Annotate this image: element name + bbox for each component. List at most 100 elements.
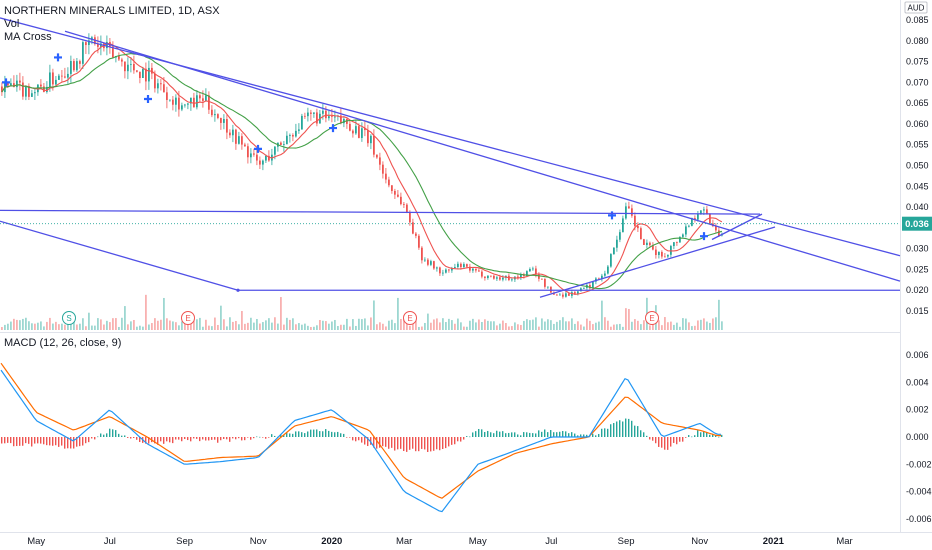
macd-histogram-bar [202,437,204,440]
candle-body [688,225,690,227]
volume-bar [355,325,357,330]
candle-body [574,292,576,294]
candle-body [556,294,558,296]
volume-bar [145,294,147,330]
macd-histogram-bar [595,435,597,437]
candle-body [598,278,600,280]
macd-histogram-bar [679,437,681,442]
volume-bar [229,317,231,330]
candle-body [592,281,594,289]
volume-bar [289,319,291,330]
macd-histogram-bar [235,437,237,440]
volume-bar [295,324,297,330]
macd-histogram-bar [565,431,567,437]
macd-histogram-bar [616,421,618,437]
candle-body [643,239,645,245]
macd-histogram-bar [511,432,513,437]
volume-bar [436,318,438,330]
candle-body [238,136,240,144]
candle-body [421,247,423,261]
volume-bar [499,323,501,330]
macd-histogram-bar [703,431,705,437]
candle-body [655,249,657,256]
volume-bar [205,319,207,330]
volume-bar [541,318,543,330]
candle-body [439,267,441,274]
macd-histogram-bar [421,437,423,449]
volume-bar [133,319,135,330]
macd-histogram-bar [178,437,180,440]
ma-fast-line [1,42,723,295]
macd-histogram-bar [61,437,63,446]
volume-bar [16,319,18,330]
volume-bar [661,325,663,330]
macd-histogram-bar [709,434,711,437]
volume-bar [673,324,675,330]
candle-body [301,115,303,130]
candle-body [526,271,528,277]
candle-body [244,144,246,147]
trendline [0,220,239,291]
macd-histogram-bar [352,437,354,441]
macd-histogram-bar [37,437,39,444]
candle-body [196,95,198,108]
macd-histogram-bar [712,433,714,437]
candle-body [73,61,75,71]
macd-histogram-bar [244,437,246,441]
candle-body [487,275,489,279]
candle-body [61,75,63,77]
macd-histogram-bar [487,430,489,437]
macd-histogram-bar [340,433,342,437]
macd-histogram-bar [637,426,639,437]
candle-body [370,135,372,144]
volume-bar [322,320,324,330]
candle-body [88,40,90,46]
macd-histogram-bar [160,437,162,442]
volume-bar [529,320,531,330]
candle-body [352,130,354,134]
macd-histogram-bar [214,437,216,440]
macd-histogram-bar [43,437,45,445]
volume-bar [346,318,348,330]
macd-histogram-bar [583,434,585,437]
volume-bar [292,318,294,330]
trendline [64,30,901,282]
macd-histogram-bar [661,437,663,448]
macd-histogram-bar [256,436,258,438]
volume-bar [586,318,588,330]
candle-body [442,272,444,274]
candle-body [250,153,252,158]
macd-histogram-bar [538,430,540,437]
candle-body [454,267,456,269]
volume-bar [79,323,81,330]
time-tick-label: Jul [104,536,116,547]
macd-histogram-bar [379,437,381,448]
macd-histogram-bar [106,433,108,437]
volume-bar [319,320,321,330]
volume-bar [151,323,153,330]
macd-histogram-bar [403,437,405,452]
candle-body [322,110,324,114]
candle-body [547,286,549,288]
candle-body [604,273,606,276]
volume-bar [574,323,576,330]
candle-body [463,264,465,268]
macd-histogram-bar [406,437,408,452]
macd-histogram-bar [394,437,396,451]
volume-bar [550,320,552,330]
candle-body [409,212,411,223]
macd-tick-label: 0.002 [906,405,929,415]
macd-histogram-bar [331,431,333,437]
macd-histogram-bar [628,418,630,437]
volume-bar [10,321,12,330]
volume-bar [412,323,414,330]
macd-histogram-bar [19,437,21,446]
volume-bar [463,326,465,330]
volume-bar [559,320,561,330]
macd-histogram-bar [184,437,186,440]
macd-histogram-bar [94,437,96,440]
candle-body [448,269,450,271]
